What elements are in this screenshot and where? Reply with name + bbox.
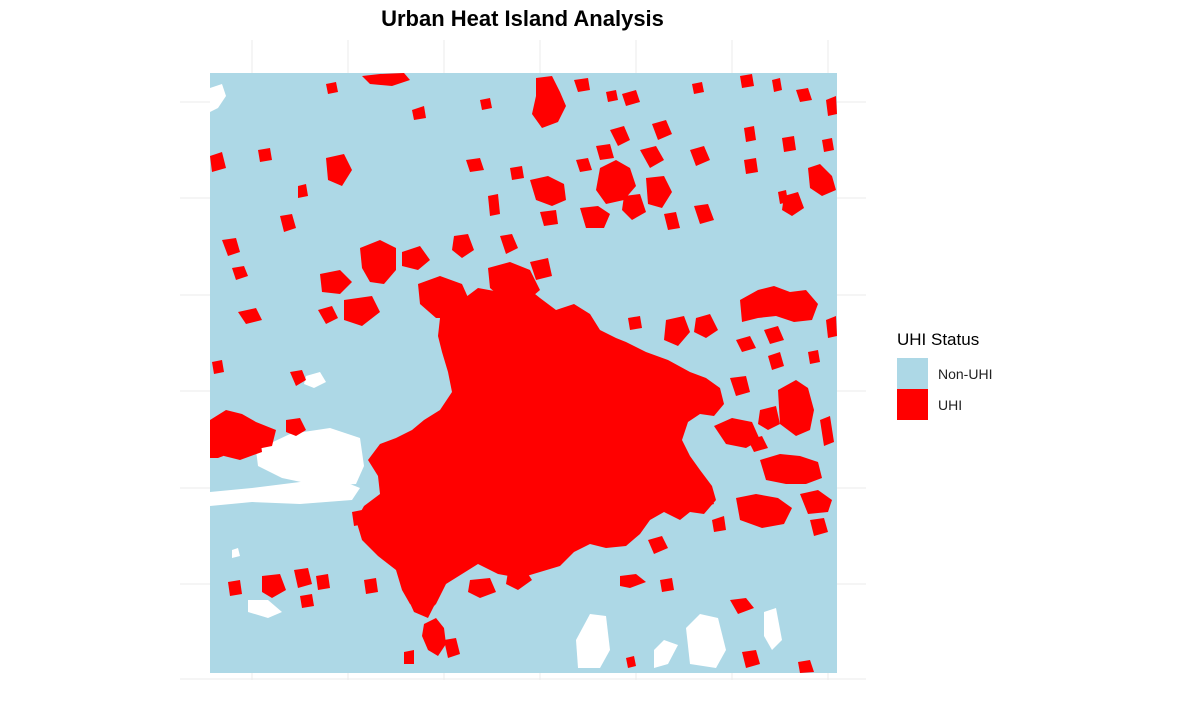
legend-label-non-uhi: Non-UHI xyxy=(938,365,993,382)
map-title: Urban Heat Island Analysis xyxy=(381,6,664,31)
legend: UHI Status Non-UHI UHI xyxy=(897,330,992,420)
legend-swatch-non-uhi xyxy=(897,358,928,389)
legend-title: UHI Status xyxy=(897,330,980,349)
uhi-areas xyxy=(210,73,837,673)
no-data-areas xyxy=(210,84,782,668)
legend-swatch-uhi xyxy=(897,389,928,420)
legend-item-non-uhi: Non-UHI xyxy=(897,358,992,389)
legend-label-uhi: UHI xyxy=(938,396,963,413)
legend-item-uhi: UHI xyxy=(897,389,992,420)
